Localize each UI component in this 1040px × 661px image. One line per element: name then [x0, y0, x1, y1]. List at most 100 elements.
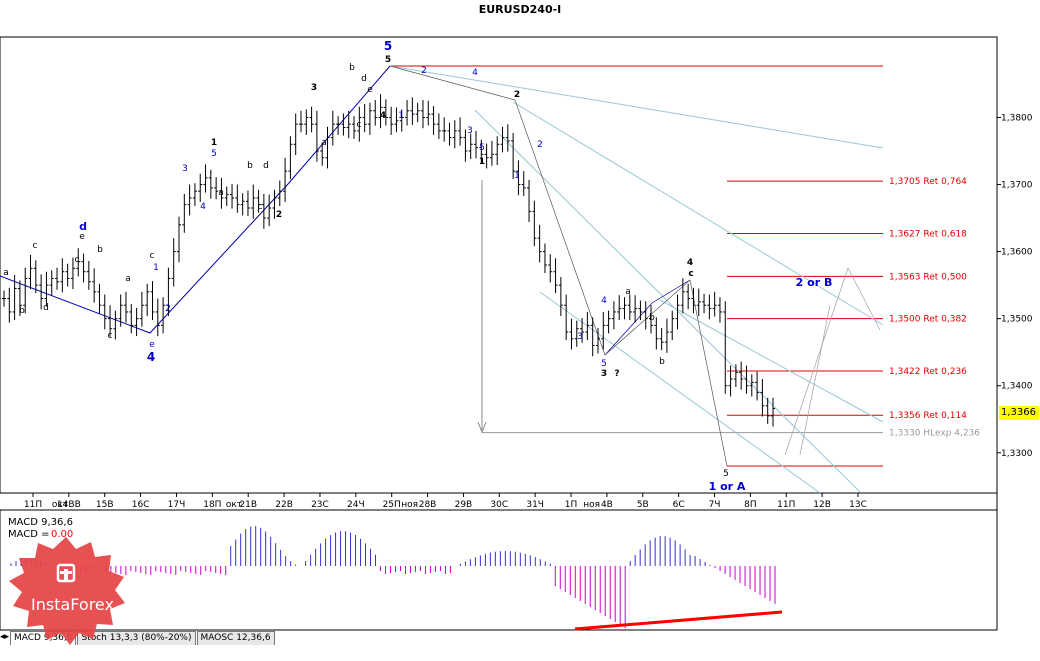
candle	[187, 184, 192, 216]
candle	[298, 110, 303, 133]
candle	[702, 293, 707, 314]
candle	[431, 106, 436, 135]
instaforex-emblem-icon	[56, 563, 76, 583]
candle	[28, 254, 33, 290]
x-tick-label: 13С	[849, 500, 867, 510]
wave-label: 1	[398, 111, 404, 121]
wave-label: d	[263, 161, 269, 171]
candle	[12, 275, 17, 320]
wave-label: a	[625, 287, 631, 297]
candle	[558, 277, 563, 316]
candle	[442, 117, 447, 142]
fib-level-label: 1,3500 Ret 0,382	[889, 315, 967, 325]
wave-label: 2 or B	[796, 276, 833, 289]
candle	[511, 132, 516, 180]
forecast-line	[799, 304, 831, 456]
y-tick-label: 1,3700	[1001, 181, 1033, 191]
candle	[314, 110, 319, 162]
main-plot-frame	[0, 36, 998, 494]
candle	[182, 193, 187, 233]
wave-label: a	[218, 188, 224, 198]
x-tick-label: 6С	[673, 500, 685, 510]
candle	[92, 268, 97, 303]
chart-title: EURUSD240-I	[478, 3, 562, 16]
candle	[410, 97, 415, 125]
fib-level-label: 1,3356 Ret 0,114	[889, 411, 967, 421]
candle	[357, 106, 362, 142]
wave-label: b	[97, 245, 103, 255]
candle	[595, 328, 600, 354]
wave-label: b	[659, 357, 665, 367]
wave-label: c	[258, 202, 263, 212]
wave-label: e	[149, 340, 155, 350]
wave-label: d	[361, 74, 367, 84]
candle	[23, 267, 28, 314]
candle	[686, 283, 691, 310]
candle	[405, 100, 410, 126]
candle	[675, 294, 680, 330]
candle	[362, 104, 367, 133]
candle	[44, 271, 49, 307]
candle	[49, 270, 54, 296]
candle	[617, 295, 622, 320]
wave-label: 5	[385, 55, 391, 65]
x-tick-label: 25П	[383, 500, 401, 510]
candle	[771, 397, 775, 427]
candle	[447, 122, 452, 146]
candle	[161, 297, 166, 334]
candle	[33, 260, 38, 294]
wave-label: 3	[467, 126, 473, 136]
x-tick-label: 5В	[637, 500, 649, 510]
wave-label: 1	[211, 138, 217, 148]
macd-plot-frame	[0, 509, 998, 631]
fib-level-label: 1,3563 Ret 0,500	[889, 272, 967, 282]
candle	[495, 136, 500, 166]
candle	[129, 303, 134, 334]
wave-label: b	[649, 313, 655, 323]
tab-scroll-left-icon[interactable]: ◂▸	[0, 632, 10, 642]
wave-label: e	[367, 85, 373, 95]
candle	[81, 253, 86, 283]
candle	[654, 317, 659, 350]
candle	[261, 193, 266, 229]
candle	[458, 117, 463, 146]
x-tick-label: 18П	[203, 500, 221, 510]
candle	[760, 379, 765, 417]
candle	[696, 288, 701, 316]
candle	[749, 374, 754, 397]
channel-line	[389, 65, 884, 149]
candle	[606, 310, 611, 334]
x-tick-label: 7Ч	[709, 500, 721, 510]
candle	[399, 109, 404, 132]
current-price-tag: 1,3366	[999, 406, 1039, 420]
tab-maosc[interactable]: MAOSC 12,36,6	[196, 631, 275, 645]
candle	[521, 171, 526, 196]
candle	[219, 177, 224, 209]
candle	[378, 94, 383, 129]
wave-label: 5	[384, 39, 392, 53]
wave-label: 1	[153, 263, 159, 273]
candle	[527, 179, 532, 223]
candle	[341, 113, 346, 136]
channel-line	[512, 101, 884, 326]
candle	[123, 291, 128, 323]
candle	[633, 295, 638, 323]
wave-label: c	[75, 255, 80, 265]
candle	[712, 291, 717, 317]
candle	[7, 287, 12, 323]
wave-label: ?	[614, 369, 619, 379]
candle	[330, 110, 335, 146]
candle	[649, 305, 654, 334]
channel-line	[539, 291, 821, 494]
tab-stoch[interactable]: Stoch 13,3,3 (80%-20%)	[77, 631, 196, 645]
candle	[542, 243, 547, 274]
candle	[150, 281, 155, 320]
tab-macd[interactable]: MACD 9,36,6	[10, 631, 77, 645]
candle	[553, 258, 558, 294]
x-tick-label: 31Ч	[526, 500, 544, 510]
candle	[468, 133, 473, 160]
wave-label: 3	[311, 83, 317, 93]
candle	[585, 311, 590, 341]
candle	[691, 287, 696, 314]
candle	[680, 278, 685, 314]
